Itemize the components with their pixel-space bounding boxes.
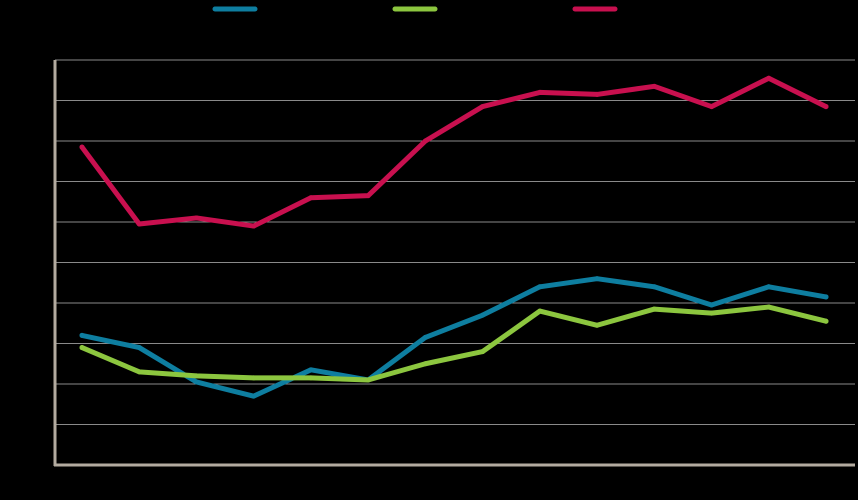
data-point bbox=[422, 138, 428, 144]
data-point bbox=[251, 223, 257, 229]
data-point bbox=[251, 393, 257, 399]
data-point bbox=[823, 104, 829, 110]
series-line-1 bbox=[79, 276, 829, 399]
data-point bbox=[823, 318, 829, 324]
data-point bbox=[422, 361, 428, 367]
data-point bbox=[594, 91, 600, 97]
data-point bbox=[136, 221, 142, 227]
data-point bbox=[365, 377, 371, 383]
data-point bbox=[480, 104, 486, 110]
data-point bbox=[709, 104, 715, 110]
data-point bbox=[651, 284, 657, 290]
data-point bbox=[480, 349, 486, 355]
data-point bbox=[308, 367, 314, 373]
data-point bbox=[365, 193, 371, 199]
data-point bbox=[136, 369, 142, 375]
data-point bbox=[709, 302, 715, 308]
data-point bbox=[193, 379, 199, 385]
data-point bbox=[308, 195, 314, 201]
series-line-3 bbox=[79, 75, 829, 229]
data-point bbox=[823, 294, 829, 300]
data-point bbox=[766, 284, 772, 290]
data-point bbox=[251, 375, 257, 381]
data-point bbox=[709, 310, 715, 316]
gridlines bbox=[55, 59, 855, 425]
data-point bbox=[766, 75, 772, 81]
data-point bbox=[537, 284, 543, 290]
data-point bbox=[594, 322, 600, 328]
data-point bbox=[79, 144, 85, 150]
data-point bbox=[480, 312, 486, 318]
data-point bbox=[651, 83, 657, 89]
data-point bbox=[537, 308, 543, 314]
axes bbox=[53, 60, 855, 467]
data-point bbox=[651, 306, 657, 312]
data-point bbox=[537, 89, 543, 95]
series-lines bbox=[79, 75, 829, 399]
data-point bbox=[193, 215, 199, 221]
data-point bbox=[79, 345, 85, 351]
data-point bbox=[308, 375, 314, 381]
data-point bbox=[79, 332, 85, 338]
series-line-2 bbox=[79, 304, 829, 383]
data-point bbox=[594, 276, 600, 282]
data-point bbox=[193, 373, 199, 379]
data-point bbox=[136, 345, 142, 351]
data-point bbox=[422, 334, 428, 340]
data-point bbox=[766, 304, 772, 310]
